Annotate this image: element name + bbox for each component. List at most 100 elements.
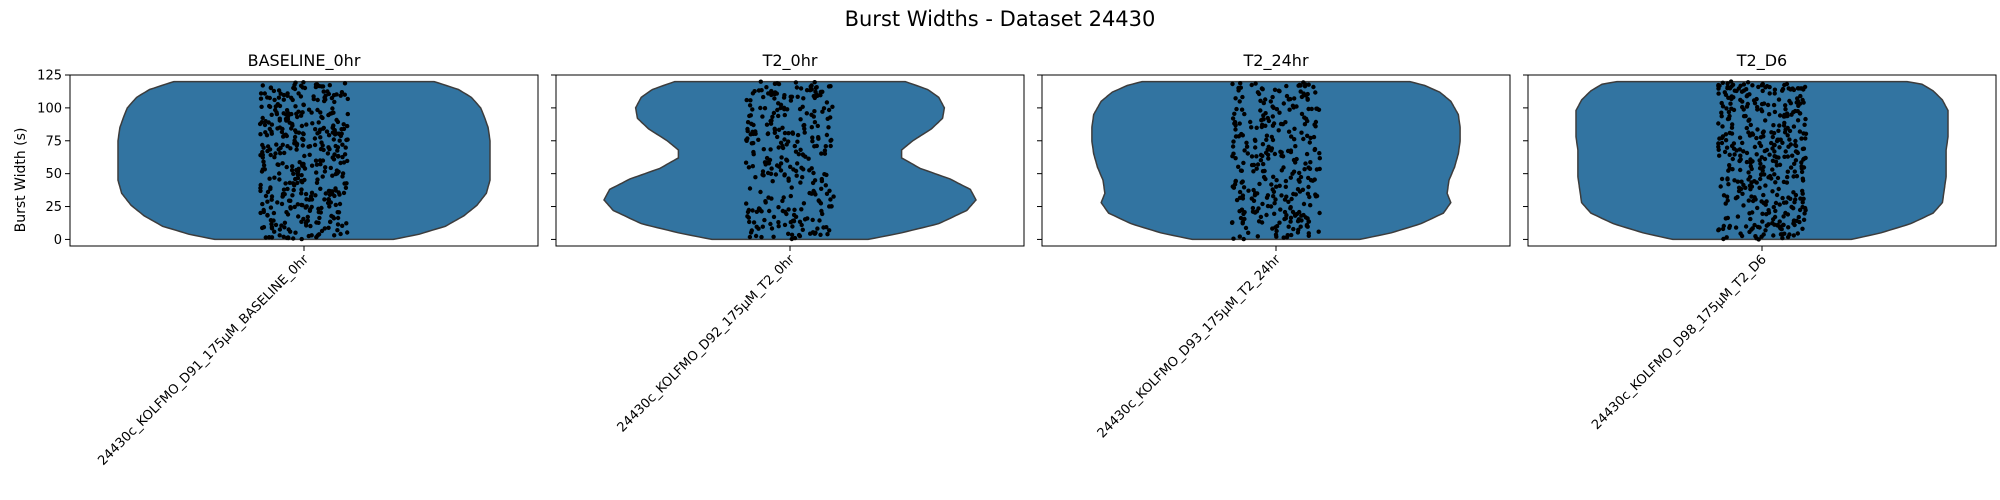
data-point	[1744, 125, 1750, 131]
data-point	[268, 85, 274, 91]
data-point	[1268, 99, 1274, 104]
data-point	[1777, 145, 1782, 150]
data-point	[812, 144, 817, 149]
data-point	[1252, 193, 1258, 198]
data-point	[301, 164, 306, 169]
data-point	[812, 95, 817, 101]
data-point	[812, 190, 817, 195]
data-point	[1741, 203, 1746, 208]
data-point	[1771, 204, 1777, 210]
data-point	[277, 125, 283, 130]
data-point	[335, 148, 340, 153]
data-point	[781, 195, 786, 200]
data-point	[828, 138, 833, 143]
data-point	[794, 173, 799, 178]
data-point	[1749, 184, 1755, 189]
data-point	[1754, 135, 1759, 141]
data-point	[294, 167, 299, 173]
panel-title: T2_24hr	[1242, 51, 1308, 71]
data-point	[793, 168, 799, 174]
data-point	[1766, 210, 1772, 215]
data-point	[768, 171, 774, 176]
data-point	[1311, 84, 1316, 90]
data-point	[1249, 154, 1255, 159]
data-point	[1752, 144, 1758, 150]
data-point	[336, 131, 342, 136]
data-point	[1296, 227, 1301, 232]
data-point	[798, 86, 804, 91]
data-point	[1246, 188, 1251, 193]
panel-title: T2_D6	[1736, 51, 1787, 71]
data-point	[314, 220, 319, 225]
data-point	[815, 123, 820, 129]
data-point	[268, 185, 273, 190]
data-point	[1729, 106, 1734, 111]
data-point	[1306, 233, 1312, 238]
data-point	[1760, 130, 1766, 135]
data-point	[1800, 176, 1806, 181]
data-point	[1791, 218, 1797, 223]
data-point	[1763, 85, 1768, 90]
data-point	[1727, 225, 1732, 230]
data-point	[815, 226, 820, 231]
data-point	[1261, 100, 1267, 106]
data-point	[1777, 113, 1783, 118]
data-point	[344, 221, 349, 226]
data-point	[1777, 123, 1782, 128]
data-point	[1283, 178, 1289, 184]
data-point	[333, 202, 338, 208]
data-point	[1233, 179, 1238, 184]
data-point	[1766, 222, 1771, 227]
data-point	[1732, 88, 1738, 93]
data-point	[1241, 160, 1246, 166]
data-point	[771, 214, 777, 220]
data-point	[280, 194, 285, 199]
data-point	[1798, 86, 1803, 91]
data-point	[304, 204, 309, 209]
data-point	[1772, 109, 1778, 115]
data-point	[1291, 226, 1296, 232]
data-point	[1237, 99, 1242, 104]
data-point	[1744, 159, 1750, 165]
data-point	[1792, 161, 1797, 166]
data-point	[1803, 116, 1808, 122]
data-point	[1745, 80, 1751, 85]
panel-4: T2_D6 24430c_KOLFMO_D98_175µM_T2_D6	[1523, 51, 1997, 433]
data-point	[827, 188, 832, 193]
data-point	[1719, 135, 1725, 141]
data-point	[290, 193, 295, 198]
data-point	[1716, 91, 1721, 96]
data-point	[744, 97, 749, 103]
data-point	[789, 232, 795, 237]
data-point	[1306, 175, 1311, 181]
data-point	[267, 235, 272, 240]
data-point	[1724, 106, 1729, 111]
data-point	[336, 153, 341, 159]
data-point	[1749, 227, 1754, 232]
data-point	[1740, 191, 1745, 196]
data-point	[1254, 125, 1259, 130]
data-point	[1286, 199, 1291, 204]
data-point	[828, 197, 833, 202]
data-point	[1288, 175, 1294, 180]
data-point	[780, 198, 785, 204]
data-point	[1305, 91, 1310, 97]
data-point	[1250, 205, 1256, 211]
data-point	[299, 187, 304, 192]
data-point	[1240, 219, 1246, 225]
data-point	[282, 133, 287, 138]
data-point	[792, 143, 797, 149]
data-point	[333, 186, 338, 191]
data-point	[805, 216, 810, 221]
data-point	[1716, 227, 1722, 232]
data-point	[307, 144, 313, 149]
data-point	[323, 165, 328, 170]
data-point	[1313, 192, 1318, 197]
data-point	[826, 125, 831, 130]
data-point	[782, 137, 787, 142]
data-point	[1794, 174, 1800, 179]
data-point	[1269, 146, 1275, 151]
data-point	[776, 127, 782, 132]
data-point	[273, 222, 279, 228]
data-point	[1259, 118, 1264, 123]
